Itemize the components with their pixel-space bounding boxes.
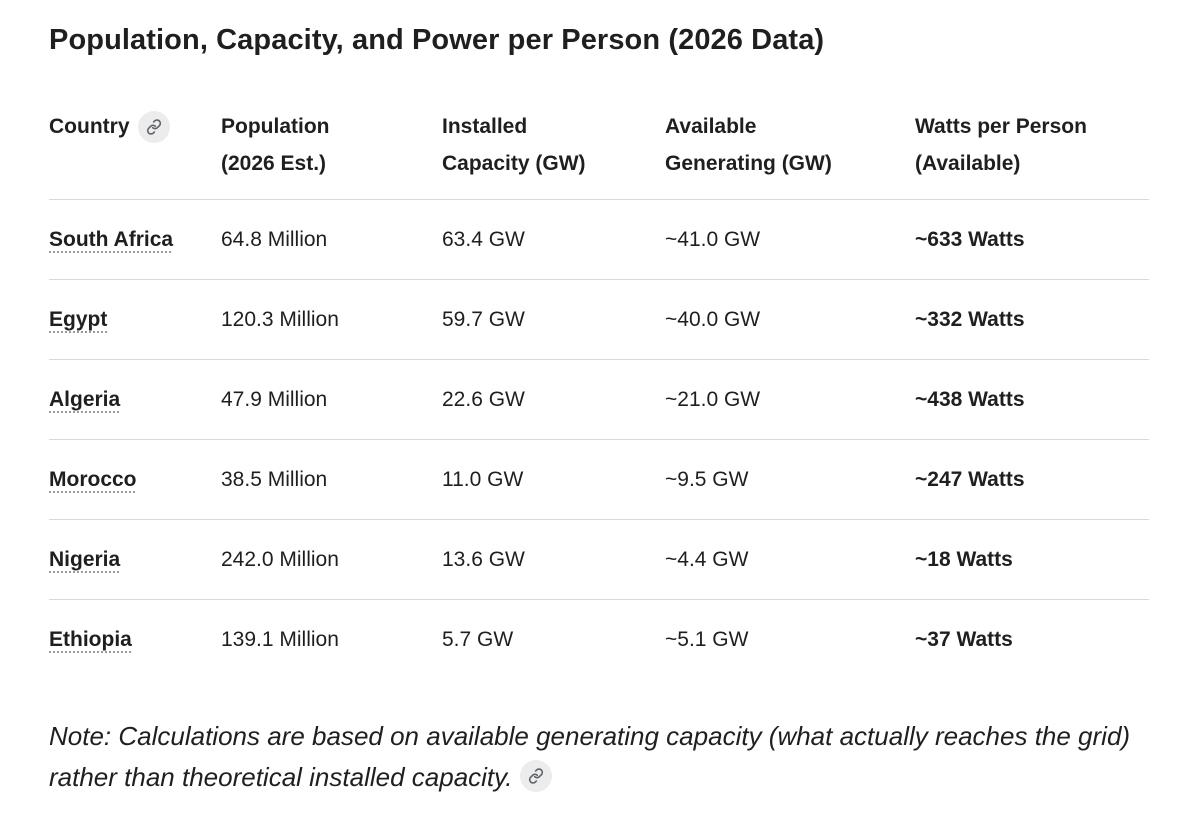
cell-country: Morocco	[49, 439, 221, 520]
cell-installed: 5.7 GW	[442, 627, 514, 651]
cell-watts: ~18 Watts	[915, 519, 1149, 600]
header-country-wrap: Country	[49, 108, 170, 145]
cell-population: 64.8 Million	[221, 199, 442, 280]
footnote: Note: Calculations are based on availabl…	[49, 716, 1159, 798]
table-row: Nigeria 242.0 Million 13.6 GW ~4.4 GW ~1…	[49, 519, 1149, 600]
cell-watts: ~633 Watts	[915, 199, 1149, 280]
header-population-line1: Population	[221, 115, 330, 138]
cell-installed: 13.6 GW	[442, 519, 665, 600]
header-population-line2: (2026 Est.)	[221, 152, 327, 175]
cell-population: 120.3 Million	[221, 279, 442, 360]
header-country-label: Country	[49, 115, 130, 138]
cell-watts: ~332 Watts	[915, 279, 1149, 360]
cell-country: Nigeria	[49, 519, 221, 600]
cell-available: ~4.4 GW	[665, 519, 915, 600]
cell-available: ~40.0 GW	[665, 279, 915, 360]
cell-installed: 11.0 GW	[442, 439, 665, 520]
power-per-person-table: Country Population (2026 Est.) Installed…	[49, 104, 1149, 679]
header-watts-line1: Watts per Person	[915, 115, 1087, 138]
cell-installed: 63.4 GW	[442, 199, 665, 280]
note-link-button[interactable]	[520, 760, 553, 793]
cell-available: ~41.0 GW	[665, 199, 915, 280]
header-available-line1: Available	[665, 115, 757, 138]
header-watts: Watts per Person (Available)	[915, 104, 1149, 200]
country-link[interactable]: Egypt	[49, 307, 108, 331]
header-available: Available Generating (GW)	[665, 104, 915, 200]
country-link[interactable]: South Africa	[49, 227, 174, 251]
table-row: Egypt 120.3 Million 59.7 GW ~40.0 GW ~33…	[49, 279, 1149, 360]
header-installed-line1: Installed	[442, 115, 528, 138]
country-link[interactable]: Ethiopia	[49, 627, 132, 651]
cell-available: ~21.0 GW	[665, 359, 915, 440]
table-body: South Africa 64.8 Million 63.4 GW ~41.0 …	[49, 199, 1149, 680]
country-link[interactable]: Algeria	[49, 387, 121, 411]
cell-population: 47.9 Million	[221, 359, 442, 440]
link-icon	[146, 118, 161, 135]
header-installed-line2: Capacity (GW)	[442, 152, 586, 175]
cell-watts: ~247 Watts	[915, 439, 1149, 520]
cell-population: 139.1 Million	[221, 627, 339, 651]
country-link[interactable]: Morocco	[49, 467, 137, 491]
cell-population: 38.5 Million	[221, 439, 442, 520]
cell-available: ~9.5 GW	[665, 439, 915, 520]
cell-installed: 59.7 GW	[442, 279, 665, 360]
cell-country: South Africa	[49, 199, 221, 280]
link-icon	[529, 768, 544, 784]
cell-country: Algeria	[49, 359, 221, 440]
cell-country: Ethiopia	[49, 600, 221, 680]
page-title: Population, Capacity, and Power per Pers…	[49, 24, 825, 56]
footnote-text: Note: Calculations are based on availabl…	[49, 721, 1131, 792]
cell-watts: ~37 Watts	[915, 627, 1013, 651]
table-row: South Africa 64.8 Million 63.4 GW ~41.0 …	[49, 199, 1149, 280]
table-row: Algeria 47.9 Million 22.6 GW ~21.0 GW ~4…	[49, 359, 1149, 440]
cell-country: Egypt	[49, 279, 221, 360]
table-row: Ethiopia 139.1 Million 5.7 GW ~5.1 GW ~3…	[49, 600, 1149, 680]
header-link-button[interactable]	[137, 110, 170, 143]
header-population: Population (2026 Est.)	[221, 104, 442, 200]
cell-installed: 22.6 GW	[442, 359, 665, 440]
cell-available: ~5.1 GW	[665, 627, 749, 651]
header-installed: Installed Capacity (GW)	[442, 104, 665, 200]
country-link[interactable]: Nigeria	[49, 547, 121, 571]
header-available-line2: Generating (GW)	[665, 152, 832, 175]
cell-watts: ~438 Watts	[915, 359, 1149, 440]
header-row: Country Population (2026 Est.) Installed…	[49, 104, 1149, 200]
cell-population: 242.0 Million	[221, 519, 442, 600]
table-header: Country Population (2026 Est.) Installed…	[49, 104, 1149, 200]
header-country: Country	[49, 104, 221, 200]
table-row: Morocco 38.5 Million 11.0 GW ~9.5 GW ~24…	[49, 439, 1149, 520]
header-watts-line2: (Available)	[915, 152, 1021, 175]
